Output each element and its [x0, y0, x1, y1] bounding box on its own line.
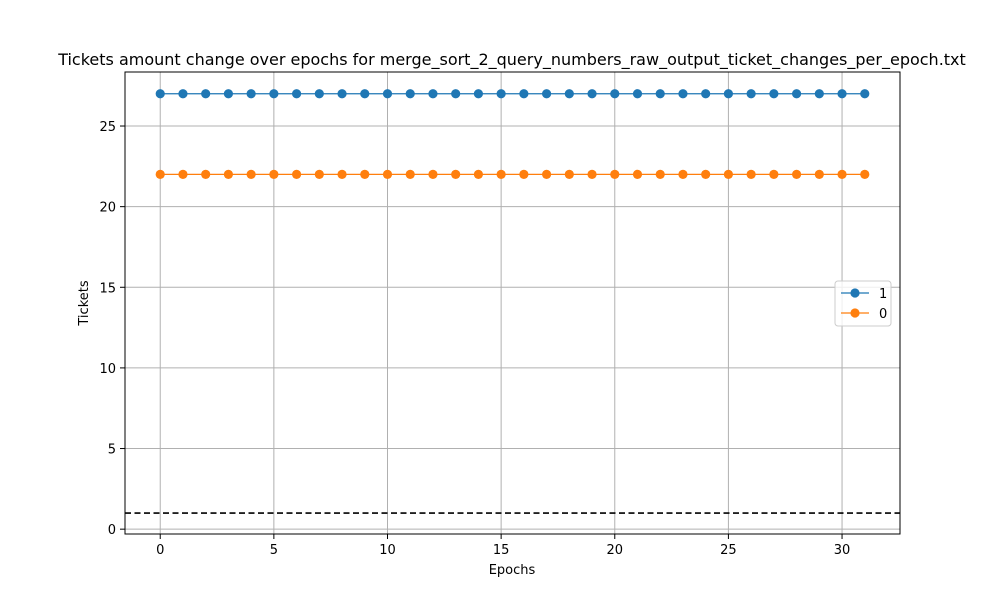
data-point: [632, 89, 643, 99]
x-tick-label: 10: [379, 543, 396, 558]
series-0: [155, 169, 870, 179]
data-point: [246, 89, 256, 99]
y-tick-label: 10: [99, 362, 116, 377]
data-point: [632, 169, 643, 179]
data-point: [405, 89, 415, 99]
data-point: [360, 169, 370, 179]
data-point: [860, 169, 870, 179]
data-point: [246, 169, 256, 179]
data-point: [178, 169, 188, 179]
data-point: [451, 169, 461, 179]
data-point: [519, 169, 529, 179]
data-point: [837, 89, 847, 99]
chart-title: Tickets amount change over epochs for me…: [57, 50, 966, 70]
legend: 10: [834, 280, 892, 327]
legend-marker: [850, 288, 860, 298]
y-tick-label: 0: [108, 523, 116, 538]
data-point: [382, 169, 393, 179]
data-point: [428, 169, 438, 179]
data-point: [223, 169, 234, 179]
legend-marker: [850, 308, 860, 318]
data-point: [678, 89, 688, 99]
legend-label: 0: [879, 307, 887, 322]
data-point: [269, 169, 279, 179]
data-point: [382, 89, 393, 99]
data-point: [473, 169, 484, 179]
data-point: [701, 89, 711, 99]
data-point: [314, 169, 324, 179]
plot-frame: [124, 71, 901, 535]
x-tick-label: 0: [156, 543, 164, 558]
data-point: [541, 169, 552, 179]
data-point: [587, 89, 597, 99]
data-point: [337, 89, 347, 99]
series-layer: [155, 89, 870, 179]
data-point: [428, 89, 438, 99]
data-point: [814, 169, 824, 179]
data-point: [814, 89, 824, 99]
data-point: [269, 89, 279, 99]
y-tick-label: 15: [99, 281, 116, 296]
data-point: [337, 169, 347, 179]
x-tick-label: 30: [834, 543, 851, 558]
data-point: [519, 89, 529, 99]
x-tick-label: 5: [270, 543, 278, 558]
data-point: [496, 89, 506, 99]
data-point: [723, 169, 734, 179]
x-tick-label: 15: [493, 543, 510, 558]
data-point: [860, 89, 870, 99]
x-tick-label: 25: [720, 543, 737, 558]
data-point: [201, 89, 211, 99]
x-axis-title: Epochs: [489, 563, 536, 578]
data-point: [223, 89, 234, 99]
data-point: [405, 169, 415, 179]
data-point: [769, 169, 779, 179]
data-point: [769, 89, 779, 99]
data-point: [564, 169, 574, 179]
data-point: [837, 169, 847, 179]
data-point: [496, 169, 506, 179]
data-point: [610, 169, 620, 179]
data-point: [610, 89, 620, 99]
data-point: [723, 89, 734, 99]
legend-box: [834, 280, 892, 327]
data-point: [155, 169, 165, 179]
data-point: [678, 169, 688, 179]
data-point: [178, 89, 188, 99]
data-point: [655, 89, 665, 99]
series-1: [155, 89, 870, 99]
data-point: [587, 169, 597, 179]
data-point: [655, 169, 665, 179]
data-point: [791, 169, 802, 179]
y-tick-label: 25: [99, 120, 116, 135]
data-point: [155, 89, 165, 99]
grid: [125, 72, 900, 534]
ticks: 0 5 10 15 20 25 30 0 5 10 15 20 25: [99, 120, 850, 558]
legend-label: 1: [879, 287, 887, 302]
data-point: [360, 89, 370, 99]
data-point: [201, 169, 211, 179]
data-point: [291, 89, 302, 99]
x-tick-label: 20: [606, 543, 623, 558]
data-point: [746, 169, 756, 179]
data-point: [701, 169, 711, 179]
data-point: [451, 89, 461, 99]
data-point: [291, 169, 302, 179]
data-point: [564, 89, 574, 99]
data-point: [314, 89, 324, 99]
y-axis-title: Tickets: [77, 280, 92, 326]
data-point: [473, 89, 484, 99]
y-tick-label: 5: [108, 443, 116, 458]
data-point: [791, 89, 802, 99]
data-point: [541, 89, 552, 99]
y-tick-label: 20: [99, 201, 116, 216]
data-point: [746, 89, 756, 99]
